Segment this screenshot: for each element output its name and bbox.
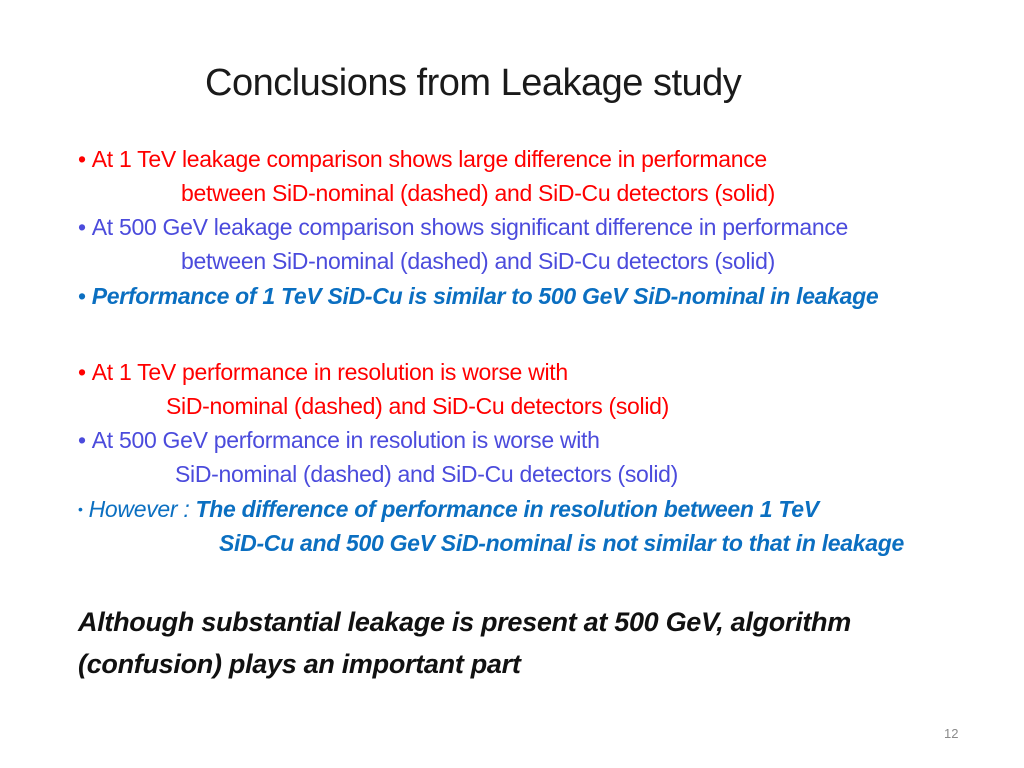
bullet-2-text: At 500 GeV leakage comparison shows sign… <box>91 214 849 240</box>
bullet-5-marker: • <box>78 427 86 453</box>
bullet-6-text: The difference of performance in resolut… <box>195 496 820 522</box>
bullet-4-marker: • <box>78 359 86 385</box>
bullet-6-line-2: SiD-Cu and 500 GeV SiD-nominal is not si… <box>219 530 905 556</box>
bullet-3-marker: • <box>78 283 86 309</box>
bullet-1-line-1: • At 1 TeV leakage comparison shows large… <box>78 146 767 173</box>
bullet-5-line-2: SiD-nominal (dashed) and SiD-Cu detector… <box>175 461 679 487</box>
slide-title: Conclusions from Leakage study <box>205 62 742 104</box>
bullet-6-line-1: • However : The difference of performance… <box>78 496 819 523</box>
bullet-1-text: At 1 TeV leakage comparison shows large … <box>91 146 767 172</box>
conclusion-line-1: Although substantial leakage is present … <box>78 607 851 637</box>
bullet-6-label: However : <box>88 496 196 522</box>
bullet-2-line-1: • At 500 GeV leakage comparison shows sig… <box>78 214 848 241</box>
bullet-1-line-2: between SiD-nominal (dashed) and SiD-Cu … <box>181 180 775 206</box>
bullet-4-line-1: • At 1 TeV performance in resolution is w… <box>78 359 568 386</box>
conclusion-line-2: (confusion) plays an important part <box>78 649 521 679</box>
bullet-3-line-1: • Performance of 1 TeV SiD-Cu is similar … <box>78 283 879 310</box>
bullet-4-line-2: SiD-nominal (dashed) and SiD-Cu detector… <box>166 393 670 419</box>
bullet-3-text: Performance of 1 TeV SiD-Cu is similar t… <box>91 283 879 309</box>
bullet-2-line-2: between SiD-nominal (dashed) and SiD-Cu … <box>181 248 775 274</box>
bullet-5-text: At 500 GeV performance in resolution is … <box>91 427 600 453</box>
bullet-6-marker: • <box>78 501 83 517</box>
page-number: 12 <box>944 726 959 741</box>
bullet-2-marker: • <box>78 214 86 240</box>
bullet-5-line-1: • At 500 GeV performance in resolution is… <box>78 427 600 454</box>
bullet-1-marker: • <box>78 146 86 172</box>
bullet-4-text: At 1 TeV performance in resolution is wo… <box>91 359 568 385</box>
